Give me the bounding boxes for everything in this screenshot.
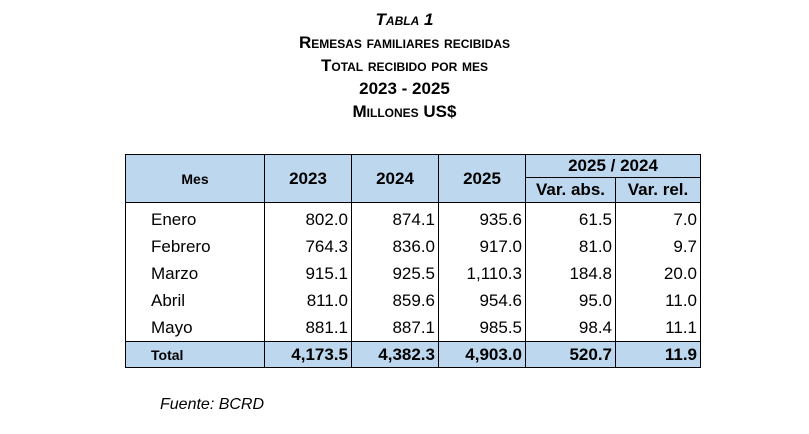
cell-var-rel: 11.0: [615, 287, 701, 314]
cell-var-rel: 20.0: [615, 260, 701, 287]
cell-mes: Abril: [125, 287, 265, 314]
table-title: Remesas familiares recibidas: [298, 33, 511, 52]
cell-mes: Marzo: [125, 260, 265, 287]
header-2023: 2023: [264, 154, 352, 203]
header-var-rel: Var. rel.: [615, 177, 701, 203]
cell-2025: 935.6: [438, 202, 526, 233]
total-2023: 4,173.5: [264, 341, 352, 368]
cell-var-rel: 11.1: [615, 314, 701, 342]
table-period: 2023 - 2025: [359, 79, 450, 98]
cell-2025: 917.0: [438, 233, 526, 260]
source-note: Fuente: BCRD: [160, 396, 265, 413]
table-row: Febrero 764.3 836.0 917.0 81.0 9.7: [125, 233, 701, 260]
cell-mes: Mayo: [125, 314, 265, 342]
table-subtitle: Total recibido por mes: [320, 56, 488, 75]
total-2025: 4,903.0: [438, 341, 526, 368]
cell-var-abs: 184.8: [525, 260, 616, 287]
cell-2024: 836.0: [351, 233, 439, 260]
total-var-abs: 520.7: [525, 341, 616, 368]
cell-2023: 764.3: [264, 233, 352, 260]
header-2024: 2024: [351, 154, 439, 203]
table-row: Enero 802.0 874.1 935.6 61.5 7.0: [125, 202, 701, 233]
header-row: Mes 2023 2024 2025 2025 / 2024: [125, 154, 701, 203]
title-block: Tabla 1 Remesas familiares recibidas Tot…: [0, 8, 809, 123]
cell-2024: 874.1: [351, 202, 439, 233]
header-2025: 2025: [438, 154, 526, 203]
total-row: Total 4,173.5 4,382.3 4,903.0 520.7 11.9: [125, 341, 701, 368]
table-row: Abril 811.0 859.6 954.6 95.0 11.0: [125, 287, 701, 314]
cell-mes: Febrero: [125, 233, 265, 260]
header-comparison: 2025 / 2024: [525, 154, 701, 178]
cell-mes: Enero: [125, 202, 265, 233]
table-units: Millones US$: [352, 102, 457, 121]
cell-var-abs: 61.5: [525, 202, 616, 233]
total-label: Total: [125, 341, 265, 368]
table-row: Mayo 881.1 887.1 985.5 98.4 11.1: [125, 314, 701, 342]
cell-2023: 802.0: [264, 202, 352, 233]
header-mes: Mes: [125, 154, 265, 203]
table-number: Tabla 1: [375, 10, 434, 29]
cell-2025: 985.5: [438, 314, 526, 342]
cell-2023: 915.1: [264, 260, 352, 287]
remittances-table: Mes 2023 2024 2025 2025 / 2024 Var. abs.…: [125, 154, 701, 368]
cell-2024: 859.6: [351, 287, 439, 314]
cell-2025: 954.6: [438, 287, 526, 314]
cell-2024: 887.1: [351, 314, 439, 342]
header-var-abs: Var. abs.: [525, 177, 616, 203]
cell-var-abs: 81.0: [525, 233, 616, 260]
cell-2023: 811.0: [264, 287, 352, 314]
cell-var-abs: 98.4: [525, 314, 616, 342]
total-var-rel: 11.9: [615, 341, 701, 368]
cell-var-abs: 95.0: [525, 287, 616, 314]
cell-var-rel: 7.0: [615, 202, 701, 233]
cell-2024: 925.5: [351, 260, 439, 287]
cell-var-rel: 9.7: [615, 233, 701, 260]
table-row: Marzo 915.1 925.5 1,110.3 184.8 20.0: [125, 260, 701, 287]
cell-2025: 1,110.3: [438, 260, 526, 287]
header-subrow: Var. abs. Var. rel.: [126, 177, 701, 203]
total-2024: 4,382.3: [351, 341, 439, 368]
cell-2023: 881.1: [264, 314, 352, 342]
